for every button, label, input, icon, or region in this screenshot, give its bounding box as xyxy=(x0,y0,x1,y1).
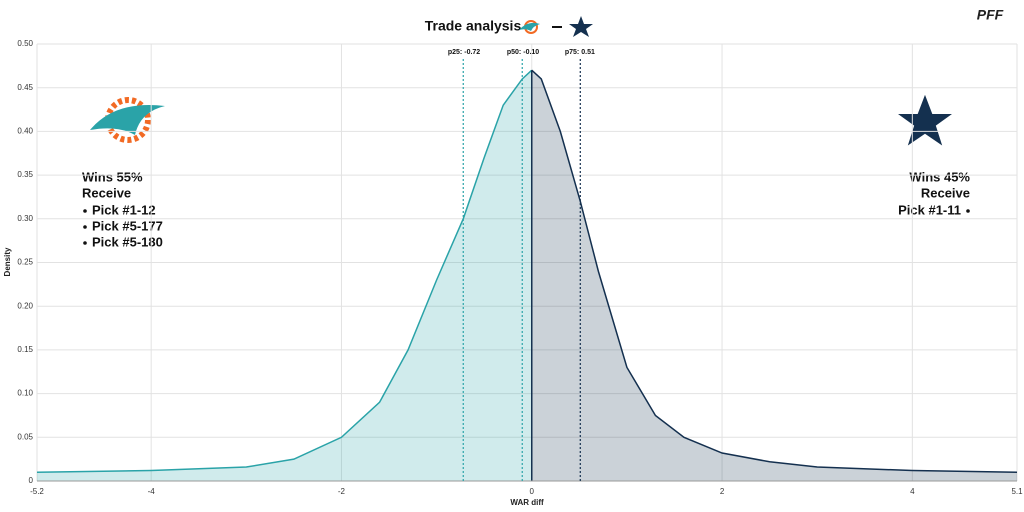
dolphin-logo xyxy=(90,97,165,143)
pick: Pick #5-177 xyxy=(92,218,163,233)
y-tick-label: 0.05 xyxy=(17,432,33,441)
team-right: Wins 45% Receive Pick #1-11 xyxy=(898,169,970,217)
density-line xyxy=(36,69,533,474)
bullet xyxy=(83,209,87,213)
y-tick-label: 0.50 xyxy=(17,39,33,48)
pick: Pick #1-12 xyxy=(92,202,156,217)
y-axis-label: Density xyxy=(3,247,12,276)
pick: Pick #1-11 xyxy=(898,202,961,217)
percentile-name: p50: xyxy=(507,49,521,56)
brand-logo: PFF xyxy=(977,7,1004,23)
y-tick-label: 0.10 xyxy=(17,389,33,398)
percentile-label: -0.72 xyxy=(464,49,480,56)
percentile-name: p75: xyxy=(565,49,579,56)
percentile-label: 0.51 xyxy=(581,49,595,56)
y-tick-label: 0.30 xyxy=(17,214,33,223)
x-tick-label: -2 xyxy=(338,487,346,496)
x-tick-label: 0 xyxy=(530,487,535,496)
y-tick-label: 0.20 xyxy=(17,301,33,310)
x-tick-label: 2 xyxy=(720,487,725,496)
y-tick-label: 0.45 xyxy=(17,83,33,92)
percentile-label: -0.10 xyxy=(523,49,539,56)
y-tick-label: 0.25 xyxy=(17,258,33,267)
team-result: Wins 55% xyxy=(82,169,143,184)
density-area xyxy=(37,70,532,481)
x-tick-label: -5.2 xyxy=(30,487,44,496)
x-tick-label: -4 xyxy=(148,487,156,496)
y-tick-label: 0.35 xyxy=(17,170,33,179)
star-logo xyxy=(891,89,959,151)
bullet xyxy=(83,225,87,229)
percentile-name: p25: xyxy=(448,49,462,56)
team-receive: Receive xyxy=(921,185,970,200)
y-tick-label: 0.15 xyxy=(17,345,33,354)
x-axis-label: WAR diff xyxy=(510,498,544,507)
x-tick-label: 4 xyxy=(910,487,915,496)
y-tick-label: 0.40 xyxy=(17,127,33,136)
bullet xyxy=(83,241,87,245)
y-tick-label: 0 xyxy=(29,476,34,485)
x-tick-label: 5.1 xyxy=(1011,487,1023,496)
title-logos xyxy=(519,16,593,37)
team-result: Wins 45% xyxy=(909,169,970,184)
chart-title: Trade analysis xyxy=(425,18,522,34)
team-receive: Receive xyxy=(82,185,131,200)
bullet xyxy=(966,209,970,213)
pick: Pick #5-180 xyxy=(92,234,163,249)
density-line xyxy=(531,69,1018,474)
